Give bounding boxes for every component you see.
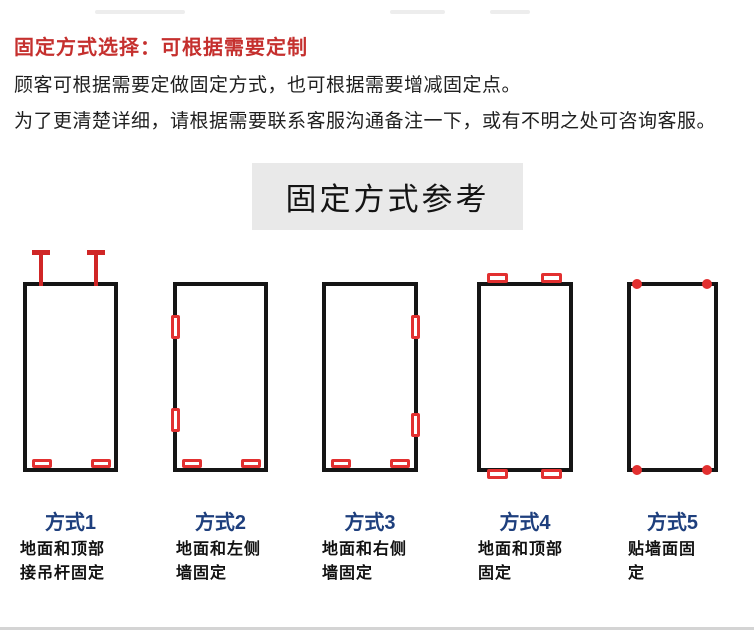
- hanger-rod-icon: [32, 250, 50, 286]
- floor-clamp-icon: [32, 459, 52, 468]
- top-clamp-icon: [541, 273, 562, 283]
- method-2-label: 方式2: [194, 512, 247, 534]
- bottom-divider-bar: [0, 627, 754, 630]
- desc-line: 固定: [478, 565, 513, 582]
- floor-clamp-icon: [331, 459, 351, 468]
- cropped-text-remnant: [95, 10, 185, 14]
- desc-line: 贴墙面固: [628, 541, 697, 558]
- wall-clamp-icon: [411, 315, 420, 339]
- cropped-text-remnant: [490, 10, 530, 14]
- desc-line: 地面和右侧: [322, 541, 408, 558]
- diagram-method-1: [23, 250, 118, 472]
- top-clamp-icon: [487, 273, 508, 283]
- desc-line: 地面和左侧: [176, 541, 262, 558]
- method-2-description: 地面和左侧 墙固定: [176, 538, 261, 586]
- diagram-method-5: [627, 279, 718, 475]
- floor-clamp-icon: [390, 459, 410, 468]
- diagram-method-4: [477, 273, 573, 479]
- mount-dot-icon: [702, 279, 712, 289]
- method-1-description: 地面和顶部 接吊杆固定: [20, 538, 105, 586]
- floor-clamp-icon: [487, 469, 508, 479]
- desc-line: 定: [628, 565, 646, 582]
- method-3-label: 方式3: [344, 512, 396, 534]
- method-4-description: 地面和顶部 固定: [478, 538, 563, 586]
- section-title-box: 固定方式参考: [252, 163, 523, 230]
- floor-clamp-icon: [241, 459, 261, 468]
- wall-clamp-icon: [171, 408, 180, 432]
- mount-dot-icon: [702, 465, 712, 475]
- diagram-method-3: [322, 282, 420, 472]
- method-1-label: 方式1: [44, 512, 97, 534]
- method-4-label: 方式4: [499, 512, 551, 534]
- floor-clamp-icon: [91, 459, 111, 468]
- method-5-label: 方式5: [646, 512, 699, 534]
- description-line-1: 顾客可根据需要定做固定方式，也可根据需要增减固定点。: [14, 75, 522, 96]
- mount-dot-icon: [632, 279, 642, 289]
- mount-dot-icon: [632, 465, 642, 475]
- floor-clamp-icon: [182, 459, 202, 468]
- desc-line: 墙固定: [322, 565, 374, 582]
- wall-clamp-icon: [171, 315, 180, 339]
- desc-line: 接吊杆固定: [20, 565, 106, 582]
- section-title: 固定方式参考: [285, 182, 490, 217]
- floor-clamp-icon: [541, 469, 562, 479]
- method-3-description: 地面和右侧 墙固定: [322, 538, 407, 586]
- hanger-rod-icon: [87, 250, 105, 286]
- desc-line: 地面和顶部: [20, 541, 106, 558]
- diagram-method-2: [171, 282, 268, 472]
- method-5-description: 贴墙面固 定: [628, 538, 696, 586]
- description-line-2: 为了更清楚详细，请根据需要联系客服沟通备注一下，或有不明之处可咨询客服。: [14, 111, 717, 132]
- cropped-text-remnant: [390, 10, 445, 14]
- desc-line: 地面和顶部: [478, 541, 564, 558]
- fixing-method-heading: 固定方式选择：可根据需要定制: [14, 37, 308, 59]
- desc-line: 墙固定: [176, 565, 228, 582]
- wall-clamp-icon: [411, 413, 420, 437]
